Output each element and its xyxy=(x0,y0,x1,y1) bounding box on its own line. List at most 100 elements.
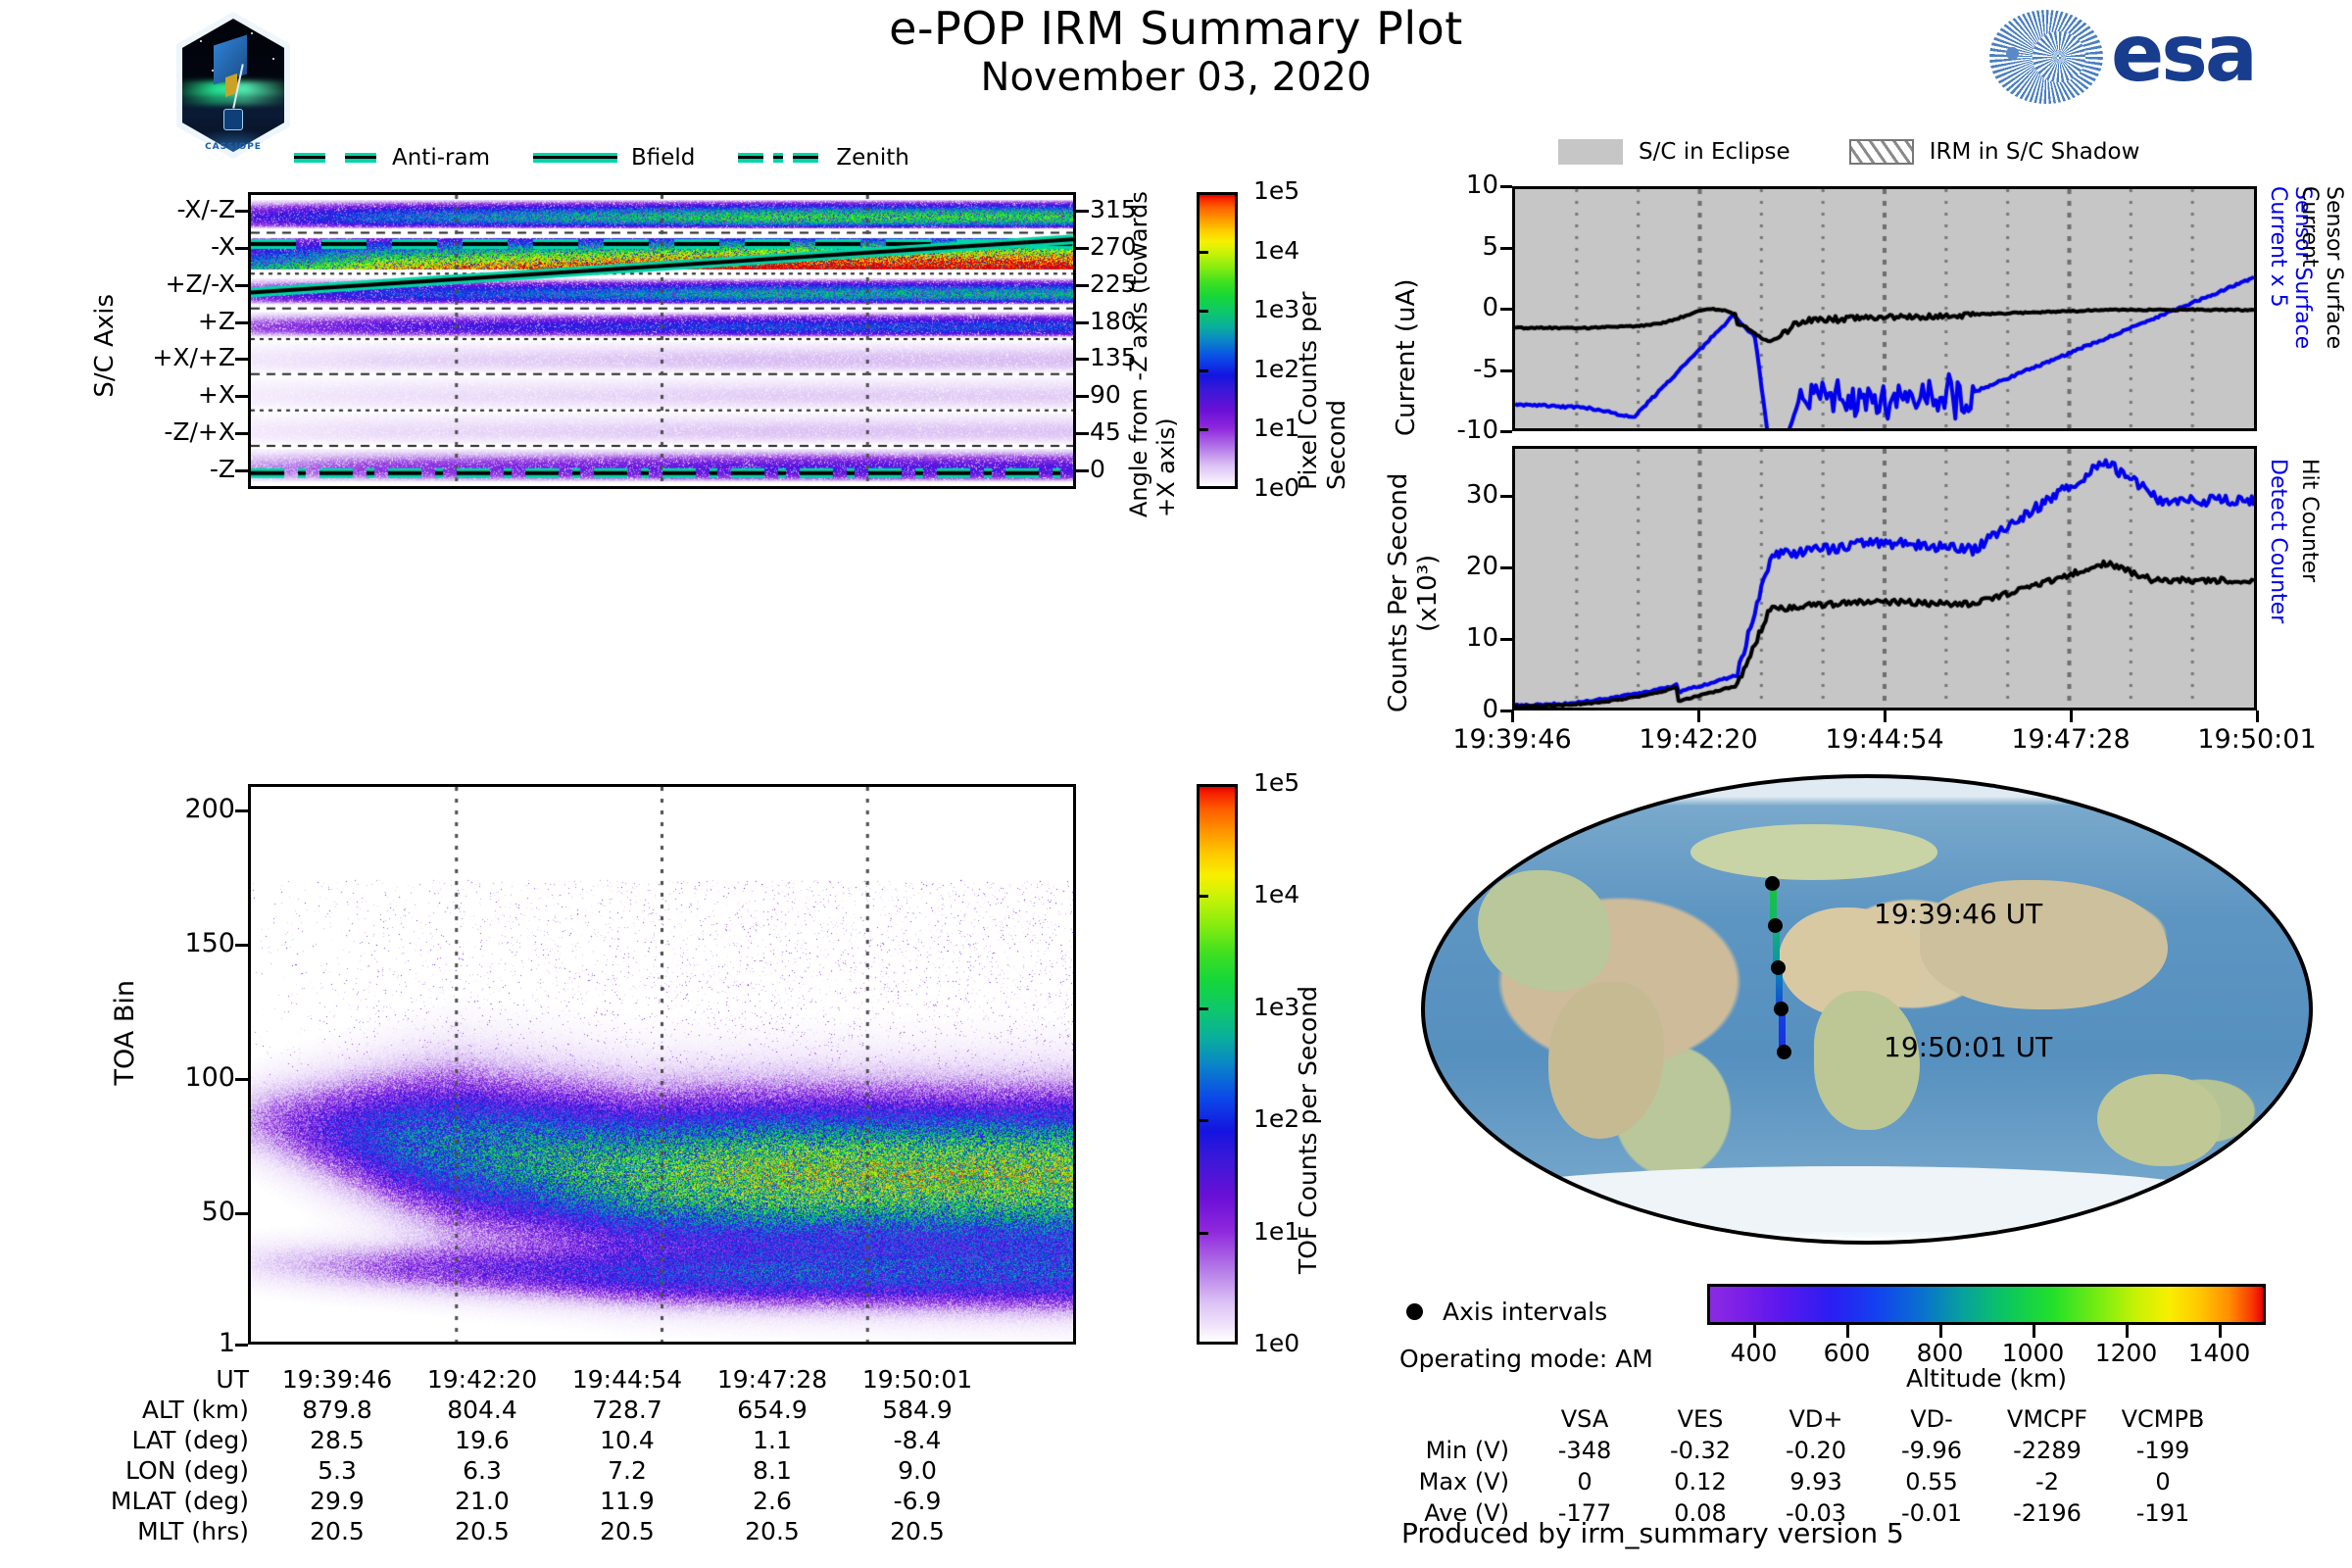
voltage-row-label-1: Max (V) xyxy=(1418,1468,1509,1495)
alt-tick-mark-2 xyxy=(1938,1325,1942,1338)
cb1ticks-label-1: 1e4 xyxy=(1253,235,1300,265)
sc-axis-tick-mark-7 xyxy=(235,469,248,473)
cassiope-logo: CASSIOPE xyxy=(176,12,290,159)
alt-tick-mark-3 xyxy=(2032,1325,2035,1338)
sc-axis-ytick-6: -Z/+X xyxy=(164,417,235,447)
footer-produced-by: Produced by irm_summary version 5 xyxy=(1401,1517,1904,1549)
legend-label-anti-ram: Anti-ram xyxy=(392,145,490,171)
voltage-cell-2-0: -177 xyxy=(1557,1499,1612,1527)
sc-axis-tick-mark-6 xyxy=(235,432,248,436)
cb1ticks-label-4: 1e1 xyxy=(1253,414,1300,443)
ephemeris-cell-3-1: 6.3 xyxy=(463,1456,502,1485)
ephemeris-row: MLT (hrs) 20.5 20.5 20.5 20.5 20.5 xyxy=(98,1516,990,1546)
voltage-column-3: VD- xyxy=(1910,1405,1953,1433)
sc-axis-tick-mark-4 xyxy=(235,358,248,362)
tof-counts-colorbar xyxy=(1197,784,1238,1345)
sc-axis-ytick-7: -Z xyxy=(209,455,235,484)
esa-logo-text: esa xyxy=(2111,8,2258,99)
voltage-column-2: VD+ xyxy=(1788,1405,1843,1433)
ephemeris-cell-3-0: 5.3 xyxy=(318,1456,357,1485)
ephemeris-row: ALT (km) 879.8 804.4 728.7 654.9 584.9 xyxy=(98,1395,990,1425)
map-start-time-label: 19:39:46 UT xyxy=(1874,898,2043,930)
voltage-cell-2-2: -0.03 xyxy=(1785,1499,1847,1527)
sc-angle-tick-2: 225 xyxy=(1090,269,1137,298)
cb1ticks-label-5: 1e0 xyxy=(1253,473,1300,502)
voltage-column-0: VSA xyxy=(1560,1405,1609,1433)
counts-xtick-mark-1 xyxy=(1697,710,1700,722)
counts-xtick-mark-2 xyxy=(1884,710,1886,722)
cb2ticks-mark-3 xyxy=(1197,1119,1208,1123)
voltage-cell-1-3: 0.55 xyxy=(1905,1468,1958,1495)
cb1ticks-label-3: 1e2 xyxy=(1253,354,1300,383)
counts-ytick-2: 10 xyxy=(1465,623,1498,654)
ephemeris-cell-0-3: 19:47:28 xyxy=(716,1365,828,1394)
cb1ticks-label-2: 1e3 xyxy=(1253,295,1300,324)
legend-label-bfield: Bfield xyxy=(630,145,696,171)
bfield-line-icon xyxy=(532,153,617,163)
voltage-cell-0-4: -2289 xyxy=(2013,1437,2082,1464)
altitude-colorbar xyxy=(1707,1284,2266,1325)
alt-tick-3: 1000 xyxy=(2001,1339,2065,1367)
ephemeris-cell-0-4: 19:50:01 xyxy=(861,1365,973,1394)
toa-ytick-0: 200 xyxy=(184,794,235,825)
current-ytick-2: 0 xyxy=(1482,293,1498,322)
voltage-table: VSA VES VD+ VD- VMCPF VCMPB Min (V) -348 -0.32 -0… xyxy=(1401,1403,2221,1529)
current-tick-mark-3 xyxy=(1500,368,1512,372)
operating-mode-label: Operating mode: AM xyxy=(1399,1345,1653,1373)
counts-ytick-0: 30 xyxy=(1465,480,1498,511)
cb2ticks-label-3: 1e2 xyxy=(1253,1104,1300,1134)
zenith-line-icon xyxy=(738,153,823,163)
alt-tick-0: 400 xyxy=(1730,1339,1778,1367)
sc-angle-tick-mark-3 xyxy=(1076,320,1089,324)
map-end-time-label: 19:50:01 UT xyxy=(1884,1031,2053,1063)
counts-right-label-blue: Detect Counter xyxy=(2266,459,2290,624)
cb2ticks-label-1: 1e4 xyxy=(1253,880,1300,909)
toa-tick-mark-2 xyxy=(235,1078,248,1082)
counts-right-label-black: Hit Counter xyxy=(2297,459,2322,583)
ephemeris-cell-1-3: 654.9 xyxy=(737,1396,808,1424)
sc-axis-ytick-4: +X/+Z xyxy=(152,343,235,372)
voltage-cell-0-2: -0.20 xyxy=(1785,1437,1847,1464)
ephemeris-cell-3-2: 7.2 xyxy=(608,1456,647,1485)
alt-tick-mark-1 xyxy=(1845,1325,1849,1338)
ephemeris-row-label-0: UT xyxy=(216,1365,249,1394)
toa-tick-mark-3 xyxy=(235,1211,248,1215)
voltage-cell-0-1: -0.32 xyxy=(1669,1437,1732,1464)
legend-orientation: Anti-ram Bfield Zenith xyxy=(294,145,909,171)
counts-tick-mark-3 xyxy=(1500,710,1512,712)
counts-plot[interactable] xyxy=(1512,446,2257,710)
sc-axis-ytick-1: -X xyxy=(211,231,235,261)
legend-item-anti-ram: Anti-ram xyxy=(294,145,490,171)
legend-label-eclipse: S/C in Eclipse xyxy=(1639,139,1790,165)
ephemeris-cell-5-0: 20.5 xyxy=(310,1517,365,1545)
legend-item-bfield: Bfield xyxy=(532,145,696,171)
sc-angle-tick-mark-6 xyxy=(1076,432,1089,436)
map-legend-axis-intervals: Axis intervals xyxy=(1406,1298,1607,1326)
cb2ticks-label-4: 1e1 xyxy=(1253,1216,1300,1246)
sc-axis-ylabel: S/C Axis xyxy=(90,294,120,398)
toa-ytick-3: 50 xyxy=(201,1196,235,1227)
voltage-cell-1-1: 0.12 xyxy=(1674,1468,1727,1495)
sc-axis-spectrogram[interactable] xyxy=(248,192,1076,489)
sc-angle-tick-1: 270 xyxy=(1090,231,1137,261)
alt-tick-5: 1400 xyxy=(2187,1339,2251,1367)
sc-angle-tick-mark-4 xyxy=(1076,358,1089,362)
cb2ticks-mark-1 xyxy=(1197,895,1208,899)
counts-xtick-4: 19:50:01 xyxy=(2197,724,2317,755)
ephemeris-cell-2-3: 1.1 xyxy=(753,1426,792,1454)
ephemeris-row-label-1: ALT (km) xyxy=(141,1396,249,1424)
voltage-header-corner xyxy=(1401,1403,1527,1435)
axis-intervals-label: Axis intervals xyxy=(1443,1298,1608,1326)
current-ytick-1: 5 xyxy=(1482,231,1498,262)
current-plot[interactable] xyxy=(1512,186,2257,431)
current-right-label-black: Sensor Surface Current xyxy=(2297,186,2346,350)
sc-axis-ytick-0: -X/-Z xyxy=(176,194,235,223)
counts-xtick-mark-4 xyxy=(2256,710,2259,722)
ground-track-map[interactable] xyxy=(1421,774,2313,1245)
voltage-column-4: VMCPF xyxy=(2006,1405,2088,1433)
anti-ram-line-icon xyxy=(294,153,378,163)
current-ytick-4: -10 xyxy=(1456,416,1498,445)
sc-angle-tick-mark-2 xyxy=(1076,283,1089,287)
toa-spectrogram[interactable] xyxy=(248,784,1076,1345)
voltage-row-label-2: Ave (V) xyxy=(1424,1499,1509,1527)
